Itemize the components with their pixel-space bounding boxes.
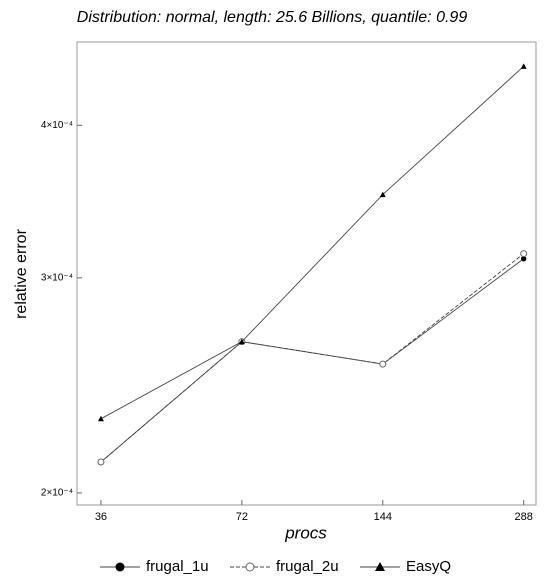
marker: [238, 338, 245, 345]
legend-marker: [375, 562, 385, 571]
y-tick-label: 4×10⁻⁴: [41, 120, 73, 131]
marker: [520, 256, 527, 262]
x-tick-label: 144: [374, 511, 392, 523]
series-line: [100, 253, 524, 463]
marker: [379, 191, 386, 198]
plot-frame: [76, 41, 537, 506]
legend-marker: [245, 562, 255, 572]
x-tick-label: 72: [236, 511, 248, 523]
legend-label: EasyQ: [406, 558, 451, 575]
marker: [520, 63, 527, 69]
marker: [97, 458, 105, 466]
x-tick-label: 288: [514, 511, 532, 523]
legend-marker: [115, 562, 125, 572]
legend-label: frugal_1u: [146, 558, 209, 575]
y-tick-label: 3×10⁻⁴: [41, 273, 73, 284]
x-tick-label: 36: [95, 511, 107, 523]
marker: [97, 415, 104, 422]
legend-label: frugal_2u: [276, 558, 339, 575]
marker: [379, 360, 387, 368]
series-line: [100, 66, 524, 420]
marker: [520, 250, 528, 258]
legend: frugal_1u frugal_2u EasyQ: [100, 558, 451, 575]
series-line: [100, 258, 524, 463]
chart-title: Distribution: normal, length: 25.6 Billi…: [77, 9, 468, 26]
y-axis-label: relative error: [13, 228, 30, 318]
y-tick-label: 2×10⁻⁴: [41, 488, 73, 499]
x-axis-label: procs: [284, 523, 327, 542]
